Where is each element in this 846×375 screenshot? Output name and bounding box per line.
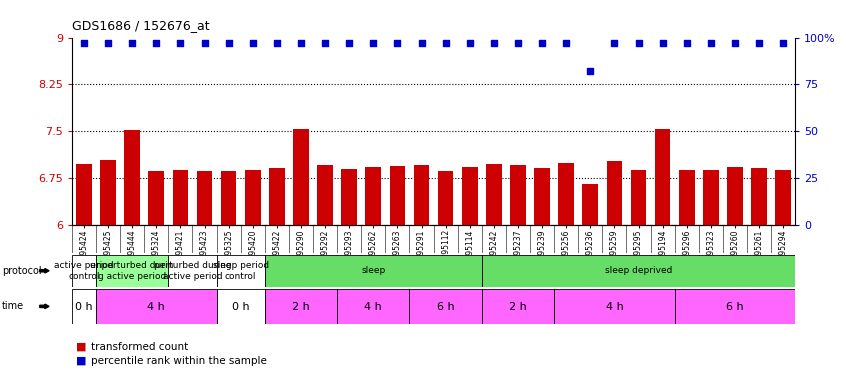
Bar xyxy=(100,160,116,225)
Text: sleep: sleep xyxy=(361,266,386,275)
Bar xyxy=(462,167,478,225)
Bar xyxy=(337,289,409,324)
Text: transformed count: transformed count xyxy=(91,342,188,352)
Bar xyxy=(775,170,791,225)
Text: protocol: protocol xyxy=(2,266,41,276)
Bar xyxy=(674,289,795,324)
Point xyxy=(415,40,428,46)
Point xyxy=(125,40,139,46)
Bar xyxy=(173,170,189,225)
Bar xyxy=(148,171,164,225)
Text: 6 h: 6 h xyxy=(437,302,454,312)
Bar xyxy=(630,170,646,225)
Bar xyxy=(72,255,96,287)
Point xyxy=(198,40,212,46)
Bar xyxy=(244,170,261,225)
Point xyxy=(391,40,404,46)
Point xyxy=(559,40,573,46)
Point xyxy=(222,40,235,46)
Point xyxy=(704,40,717,46)
Point xyxy=(632,40,645,46)
Point xyxy=(463,40,476,46)
Text: time: time xyxy=(2,302,24,311)
Bar xyxy=(96,255,168,287)
Point xyxy=(777,40,790,46)
Bar xyxy=(409,289,481,324)
Bar xyxy=(168,255,217,287)
Text: sleep deprived: sleep deprived xyxy=(605,266,673,275)
Text: ■: ■ xyxy=(76,342,86,352)
Text: 0 h: 0 h xyxy=(232,302,250,312)
Bar xyxy=(217,289,265,324)
Point xyxy=(150,40,163,46)
Bar xyxy=(678,170,695,225)
Bar xyxy=(365,167,382,225)
Bar xyxy=(486,164,502,225)
Text: 2 h: 2 h xyxy=(292,302,310,312)
Bar xyxy=(727,167,743,225)
Point xyxy=(343,40,356,46)
Bar xyxy=(217,255,265,287)
Point xyxy=(728,40,742,46)
Text: 2 h: 2 h xyxy=(509,302,527,312)
Bar xyxy=(124,130,140,225)
Text: 4 h: 4 h xyxy=(365,302,382,312)
Point xyxy=(511,40,525,46)
Point xyxy=(656,40,669,46)
Bar xyxy=(265,255,481,287)
Point xyxy=(102,40,115,46)
Bar xyxy=(481,255,795,287)
Text: sleep period
control: sleep period control xyxy=(212,261,269,280)
Bar xyxy=(196,171,212,225)
Bar xyxy=(96,289,217,324)
Point xyxy=(752,40,766,46)
Text: perturbed during
active period: perturbed during active period xyxy=(154,261,231,280)
Bar xyxy=(751,168,767,225)
Point xyxy=(318,40,332,46)
Point xyxy=(536,40,549,46)
Bar xyxy=(317,165,333,225)
Bar xyxy=(72,289,96,324)
Bar xyxy=(265,289,337,324)
Bar xyxy=(607,161,623,225)
Bar xyxy=(558,162,574,225)
Bar xyxy=(414,165,430,225)
Text: ■: ■ xyxy=(76,356,86,366)
Point xyxy=(439,40,453,46)
Bar xyxy=(341,169,357,225)
Text: active period
control: active period control xyxy=(54,261,113,280)
Bar xyxy=(481,289,554,324)
Bar xyxy=(221,171,237,225)
Point xyxy=(270,40,283,46)
Point xyxy=(366,40,380,46)
Text: GDS1686 / 152676_at: GDS1686 / 152676_at xyxy=(72,19,210,32)
Text: percentile rank within the sample: percentile rank within the sample xyxy=(91,356,266,366)
Bar xyxy=(510,165,526,225)
Point xyxy=(173,40,187,46)
Text: 6 h: 6 h xyxy=(726,302,744,312)
Point xyxy=(680,40,694,46)
Bar xyxy=(582,184,598,225)
Point xyxy=(294,40,308,46)
Text: 4 h: 4 h xyxy=(606,302,624,312)
Bar xyxy=(437,171,453,225)
Bar xyxy=(655,129,671,225)
Bar xyxy=(269,168,285,225)
Text: 4 h: 4 h xyxy=(147,302,165,312)
Bar xyxy=(76,164,92,225)
Bar xyxy=(293,129,309,225)
Text: unperturbed durin
g active period: unperturbed durin g active period xyxy=(91,261,174,280)
Bar xyxy=(554,289,674,324)
Text: 0 h: 0 h xyxy=(75,302,93,312)
Point xyxy=(584,68,597,74)
Point xyxy=(487,40,501,46)
Point xyxy=(77,40,91,46)
Bar xyxy=(534,168,550,225)
Point xyxy=(246,40,260,46)
Bar xyxy=(703,170,719,225)
Point xyxy=(607,40,621,46)
Bar xyxy=(389,166,405,225)
